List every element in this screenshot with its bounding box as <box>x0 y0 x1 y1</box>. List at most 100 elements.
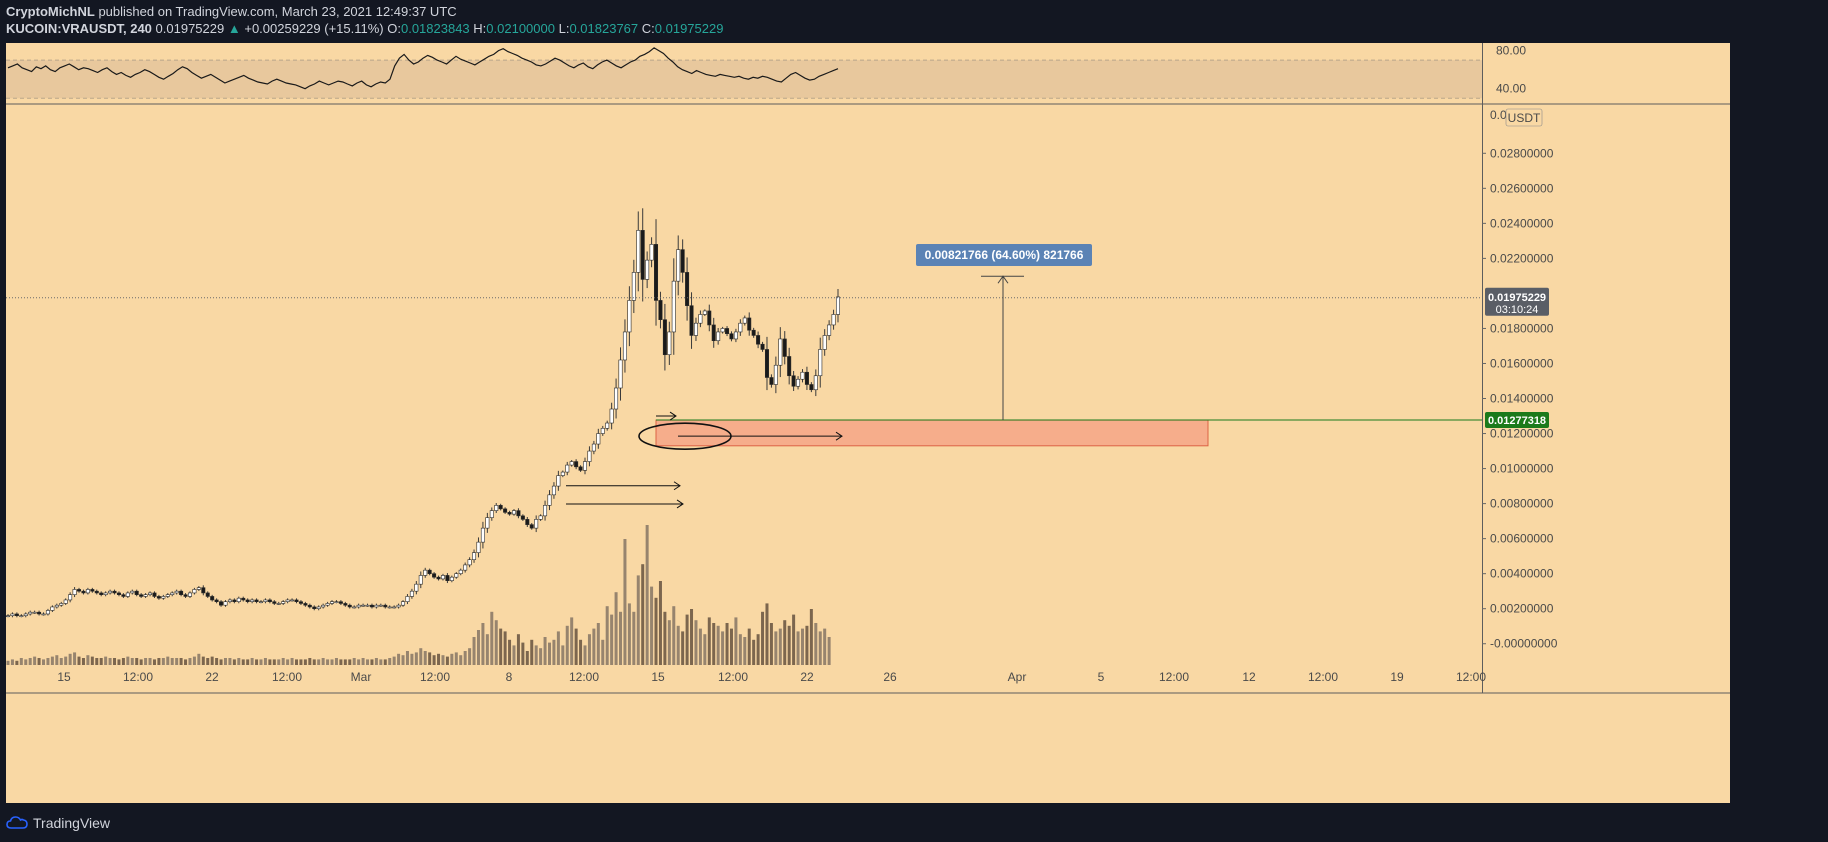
arrow-from-circle-head <box>835 431 843 441</box>
volume-bar <box>747 628 751 665</box>
candle-body <box>631 272 636 301</box>
volume-bar <box>90 656 94 665</box>
volume-bar <box>317 659 321 665</box>
volume-bar <box>539 648 543 665</box>
chart-area[interactable]: 0.00821766 (64.60%) 821766 0.02800000 0.02… <box>6 43 1730 803</box>
author-name[interactable]: CryptoMichNL <box>6 4 95 19</box>
candle-body <box>645 259 650 280</box>
symbol-label[interactable]: KUCOIN:VRAUSDT, 240 <box>6 21 152 36</box>
candle-body <box>658 300 663 320</box>
volume-bar <box>765 603 769 665</box>
volume-bar <box>321 658 325 665</box>
chart-canvas[interactable]: 0.00821766 (64.60%) 8217660.028000000.02… <box>6 43 1730 803</box>
volume-bar <box>703 634 707 665</box>
y-tick-label: -0.00000000 <box>1490 637 1558 651</box>
candle-body <box>45 610 50 615</box>
tradingview-brand[interactable]: TradingView <box>33 815 111 831</box>
candle-body <box>205 592 210 597</box>
volume-bar <box>272 659 276 665</box>
countdown-label: 03:10:24 <box>1496 304 1539 316</box>
low-label: L: <box>558 21 570 36</box>
candle-body <box>667 331 672 356</box>
candle-body <box>365 604 370 607</box>
candle-body <box>369 604 374 608</box>
candle-body <box>94 590 99 594</box>
volume-bar <box>59 658 63 665</box>
volume-bar <box>654 597 658 665</box>
candle-body <box>356 604 361 608</box>
volume-bar <box>73 652 77 665</box>
candle-body <box>485 517 490 529</box>
x-tick-label: 12:00 <box>1456 670 1486 684</box>
candle-body <box>405 596 410 602</box>
candle-body <box>174 590 179 594</box>
candle-body <box>751 329 756 336</box>
volume-bar <box>255 659 259 665</box>
volume-bar <box>796 631 800 665</box>
volume-bar <box>729 628 733 665</box>
volume-bar <box>401 655 405 665</box>
volume-bar <box>219 659 223 665</box>
volume-bar <box>476 630 480 665</box>
volume-bar <box>95 658 99 665</box>
volume-bar <box>210 656 214 665</box>
volume-bar <box>778 628 782 665</box>
open-value: 0.01823843 <box>400 21 470 36</box>
candle-body <box>760 343 765 350</box>
x-tick-label: 22 <box>205 670 219 684</box>
candle-body <box>10 613 15 617</box>
volume-bar <box>592 628 596 665</box>
candle-body <box>285 599 290 602</box>
candle-body <box>72 589 77 595</box>
candle-body <box>85 589 90 594</box>
volume-bar <box>570 617 574 665</box>
last-price: 0.01975229 <box>155 21 225 36</box>
volume-bar <box>738 634 742 665</box>
volume-bar <box>241 659 245 665</box>
candle-body <box>764 349 769 378</box>
candle-body <box>223 601 228 606</box>
candle-body <box>574 461 579 468</box>
tradingview-cloud-icon[interactable] <box>6 814 28 830</box>
volume-bar <box>281 658 285 665</box>
y-tick-label: 0.01600000 <box>1490 356 1554 370</box>
candle-body <box>214 599 219 602</box>
volume-bar <box>197 653 201 665</box>
volume-bar <box>561 645 565 665</box>
candle-body <box>707 310 712 326</box>
candle-body <box>196 587 201 590</box>
volume-bar <box>579 639 583 665</box>
volume-bar <box>814 623 818 665</box>
volume-bar <box>610 614 614 665</box>
high-label: H: <box>473 21 487 36</box>
y-tick-label: 0.02600000 <box>1490 181 1554 195</box>
volume-bar <box>157 658 161 665</box>
candle-body <box>702 310 707 315</box>
candle-body <box>409 590 414 597</box>
low-value: 0.01823767 <box>569 21 639 36</box>
candle-body <box>467 559 472 566</box>
volume-bar <box>583 645 587 665</box>
volume-bar <box>734 617 738 665</box>
measure-arrowhead <box>997 275 1009 284</box>
volume-bar <box>721 631 725 665</box>
volume-bar <box>290 658 294 665</box>
candle-body <box>290 599 295 602</box>
rsi-tick-label: 80.00 <box>1496 44 1526 58</box>
volume-bar <box>263 658 267 665</box>
volume-bar <box>516 634 520 665</box>
candle-body <box>143 594 148 597</box>
arrow-small-head <box>669 411 677 421</box>
candle-body <box>733 331 738 340</box>
volume-bar <box>37 658 41 665</box>
volume-bar <box>543 637 547 665</box>
candle-body <box>338 601 343 604</box>
candle-body <box>476 541 481 553</box>
candle-body <box>534 519 539 529</box>
candle-body <box>41 613 46 616</box>
candle-body <box>383 604 388 608</box>
candle-body <box>23 613 28 617</box>
candle-body <box>649 244 654 261</box>
volume-bar <box>295 659 299 665</box>
volume-bar <box>756 634 760 665</box>
